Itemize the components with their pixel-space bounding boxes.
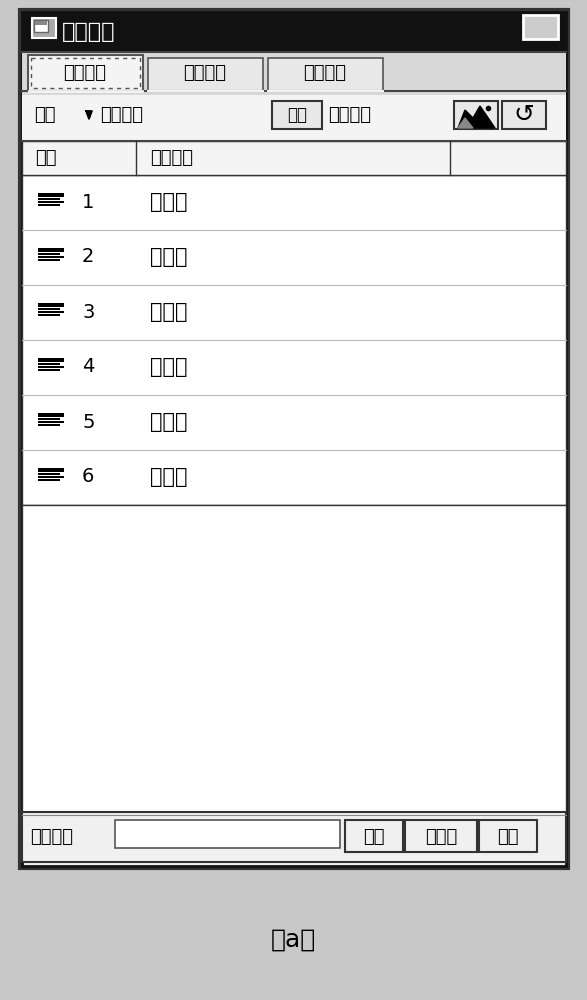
Bar [405, 820, 477, 852]
Text: 2: 2 [82, 247, 95, 266]
Bar [38, 476, 64, 478]
Bar [523, 15, 558, 39]
Text: 左视图: 左视图 [150, 247, 187, 267]
Polygon shape [458, 118, 473, 128]
Bar [22, 812, 566, 862]
Bar [22, 12, 570, 870]
Text: 右视图: 右视图 [150, 302, 187, 322]
Text: 方向参考: 方向参考 [328, 106, 371, 124]
Bar [345, 820, 403, 852]
Text: ↺: ↺ [514, 103, 535, 127]
Bar [38, 468, 64, 472]
Bar [22, 12, 566, 52]
Bar [454, 101, 498, 129]
Text: 视图名称: 视图名称 [150, 149, 193, 167]
Bar [38, 311, 64, 313]
Bar [502, 101, 546, 129]
Bar [38, 413, 64, 417]
Bar [32, 18, 56, 38]
Bar [479, 820, 537, 852]
Text: 主视图: 主视图 [425, 828, 457, 846]
Bar [22, 52, 566, 104]
Text: 俯视图: 俯视图 [150, 357, 187, 377]
Bar [148, 58, 263, 91]
Text: 主视图: 主视图 [150, 192, 187, 212]
Bar [34, 20, 48, 32]
Bar [31, 58, 140, 88]
Bar [38, 479, 60, 481]
Text: 6: 6 [82, 468, 95, 487]
Text: 移除: 移除 [497, 828, 519, 846]
Text: 注释特征: 注释特征 [184, 64, 227, 82]
Bar [38, 198, 60, 200]
Text: 注释平面: 注释平面 [100, 106, 143, 124]
Text: 方向名称: 方向名称 [30, 828, 73, 846]
Bar [22, 52, 566, 862]
Bar [38, 424, 60, 426]
Bar [38, 248, 64, 252]
Text: 序号: 序号 [35, 149, 56, 167]
Bar [38, 421, 64, 423]
Bar [38, 363, 60, 365]
Bar [38, 259, 60, 261]
Text: （a）: （a） [271, 928, 316, 952]
Bar [272, 101, 322, 129]
Bar [38, 358, 64, 362]
Bar [38, 201, 64, 203]
Bar [20, 10, 568, 868]
Bar [22, 505, 566, 812]
Polygon shape [86, 111, 92, 119]
Bar [38, 303, 64, 307]
Text: 3: 3 [82, 302, 95, 322]
Text: 仰视图: 仰视图 [150, 412, 187, 432]
Text: X: X [532, 17, 548, 36]
Text: 注释方向: 注释方向 [63, 64, 106, 82]
Bar [38, 253, 60, 255]
Bar [38, 418, 60, 420]
Bar [38, 366, 64, 368]
Bar [28, 55, 143, 91]
Text: 4: 4 [82, 358, 95, 376]
Bar [38, 369, 60, 371]
Bar [115, 820, 340, 848]
Bar [268, 58, 383, 91]
Bar [38, 473, 60, 475]
Text: 平面: 平面 [34, 106, 56, 124]
Bar [22, 12, 566, 866]
Bar [38, 204, 60, 206]
Text: 反向: 反向 [287, 106, 307, 124]
Bar [22, 95, 566, 141]
Text: 注释环境: 注释环境 [62, 22, 116, 42]
Bar [22, 141, 566, 175]
Bar [38, 193, 64, 197]
Text: 5: 5 [82, 412, 95, 432]
Bar [38, 308, 60, 310]
Polygon shape [458, 106, 495, 128]
Bar [22, 175, 566, 505]
Bar [35, 21, 47, 25]
Text: 1: 1 [82, 192, 95, 212]
Bar [38, 314, 60, 316]
Text: 后视图: 后视图 [150, 467, 187, 487]
Text: 文本样式: 文本样式 [303, 64, 346, 82]
Bar [38, 256, 64, 258]
Text: 保存: 保存 [363, 828, 384, 846]
